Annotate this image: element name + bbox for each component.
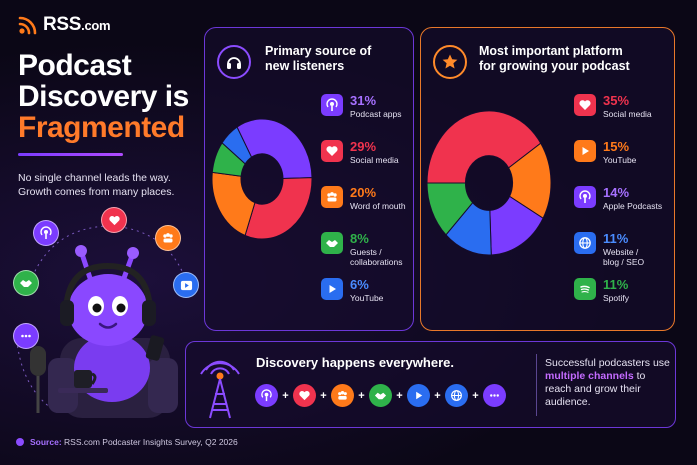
- legend-label: YouTube: [603, 155, 637, 165]
- float-people-icon: [155, 225, 181, 251]
- spotify-icon: [574, 278, 596, 300]
- donut-chart-primary-source: [211, 118, 313, 240]
- rss-icon: [18, 16, 37, 35]
- donut-slice-social-media: [244, 177, 313, 240]
- legend-value: 6%: [350, 277, 369, 292]
- legend-value: 11%: [603, 231, 629, 246]
- legend-label: Website / blog / SEO: [603, 247, 645, 267]
- star-icon: [433, 45, 467, 79]
- brand-name: RSS.com: [43, 14, 111, 35]
- source-note: Source: RSS.com Podcaster Insights Surve…: [16, 437, 238, 447]
- heart-icon: [321, 140, 343, 162]
- float-heart-icon: [101, 207, 127, 233]
- chain-play-icon: [407, 384, 430, 407]
- chain-podcast-icon: [255, 384, 278, 407]
- legend-item: 31% Podcast apps: [321, 94, 402, 119]
- legend-label: YouTube: [350, 293, 384, 303]
- donut-slice-spotify: [426, 182, 474, 236]
- discovery-banner: Discovery happens everywhere. + + + + + + Suc…: [185, 341, 676, 428]
- title-line-3: Fragmented: [18, 111, 185, 144]
- plus-sign: +: [358, 389, 365, 402]
- plus-sign: +: [434, 389, 441, 402]
- legend-label: Apple Podcasts: [603, 201, 663, 211]
- podcast-icon: [574, 186, 596, 208]
- page-title: Podcast Discovery is Fragmented: [18, 50, 208, 143]
- podcast-icon: [321, 94, 343, 116]
- bullet-icon: [16, 438, 24, 446]
- legend-value: 11%: [603, 277, 629, 292]
- panel-primary-source: Primary source of new listeners 31% Podcas…: [204, 27, 414, 331]
- legend-item: 6% YouTube: [321, 278, 383, 303]
- banner-text: Successful podcasters use multiple chann…: [545, 357, 670, 408]
- legend-item: 29% Social media: [321, 140, 399, 165]
- people-icon: [321, 186, 343, 208]
- legend-item: 11% Spotify: [574, 278, 629, 303]
- banner-title: Discovery happens everywhere.: [256, 355, 454, 370]
- legend-item: 35% Social media: [574, 94, 652, 119]
- donut-slice-podcast-apps: [236, 118, 313, 179]
- subtitle: No single channel leads the way. Growth …: [18, 172, 175, 198]
- legend-item: 15% YouTube: [574, 140, 636, 165]
- headphones-icon: [217, 45, 251, 79]
- panel-title: Primary source of new listeners: [265, 44, 372, 73]
- legend-label: Word of mouth: [350, 201, 406, 211]
- play-icon: [321, 278, 343, 300]
- chain-globe-icon: [445, 384, 468, 407]
- brand-logo: RSS.com: [18, 14, 111, 36]
- legend-label: Podcast apps: [350, 109, 402, 119]
- handshake-icon: [321, 232, 343, 254]
- float-podcast-icon: [33, 220, 59, 246]
- legend-value: 29%: [350, 139, 377, 154]
- panel-growth-platform: Most important platform for growing your …: [420, 27, 675, 331]
- panel-title: Most important platform for growing your …: [479, 44, 630, 73]
- legend-value: 35%: [603, 93, 630, 108]
- legend-item: 8% Guests / collaborations: [321, 232, 402, 267]
- title-underline: [18, 153, 123, 156]
- chain-people-icon: [331, 384, 354, 407]
- plus-sign: +: [320, 389, 327, 402]
- legend-label: Social media: [603, 109, 652, 119]
- legend-value: 14%: [603, 185, 630, 200]
- legend-label: Guests / collaborations: [350, 247, 403, 267]
- legend-item: 20% Word of mouth: [321, 186, 406, 211]
- float-chat-icon: [13, 323, 39, 349]
- float-handshake-icon: [13, 270, 39, 296]
- chain-chat-icon: [483, 384, 506, 407]
- legend-item: 14% Apple Podcasts: [574, 186, 662, 211]
- plus-sign: +: [396, 389, 403, 402]
- legend-value: 31%: [350, 93, 377, 108]
- channel-chain: + + + + + +: [255, 384, 506, 407]
- title-line-1: Podcast: [18, 49, 132, 82]
- legend-value: 8%: [350, 231, 369, 246]
- play-icon: [574, 140, 596, 162]
- legend-label: Social media: [350, 155, 399, 165]
- title-line-2: Discovery is: [18, 80, 189, 113]
- legend-item: 11% Website / blog / SEO: [574, 232, 644, 267]
- divider: [536, 354, 537, 416]
- plus-sign: +: [282, 389, 289, 402]
- donut-slice-youtube: [221, 126, 253, 165]
- chain-heart-icon: [293, 384, 316, 407]
- legend-value: 15%: [603, 139, 630, 154]
- float-play-icon: [173, 272, 199, 298]
- heart-icon: [574, 94, 596, 116]
- plus-sign: +: [472, 389, 479, 402]
- globe-icon: [574, 232, 596, 254]
- donut-slice-youtube: [507, 142, 552, 219]
- mascot-illustration: [15, 225, 191, 418]
- chain-handshake-icon: [369, 384, 392, 407]
- donut-chart-growth-platform: [426, 110, 552, 256]
- broadcast-tower-icon: [200, 360, 240, 419]
- legend-value: 20%: [350, 185, 377, 200]
- legend-label: Spotify: [603, 293, 629, 303]
